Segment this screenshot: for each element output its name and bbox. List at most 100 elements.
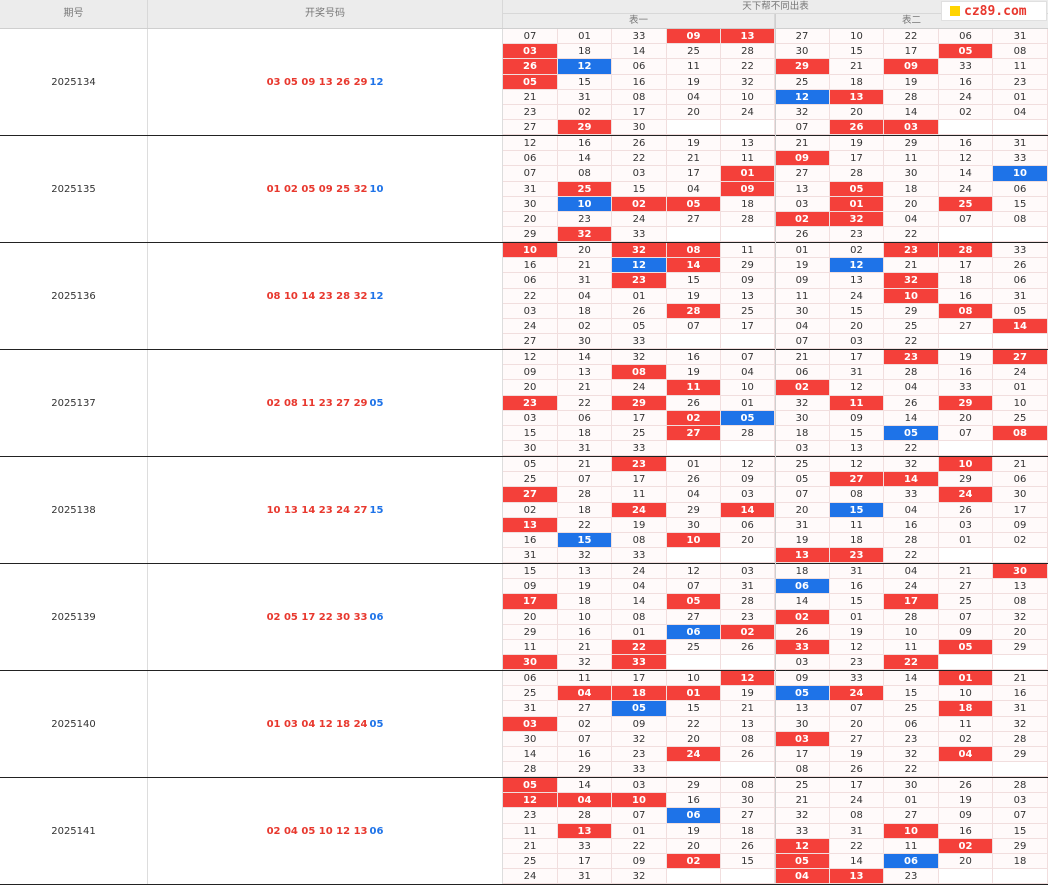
- period-number: 2025141: [0, 778, 148, 884]
- red-balls: 03 05 09 13 26 29: [266, 76, 368, 88]
- table1-cell: 05: [721, 410, 775, 426]
- table2-cell: 20: [939, 854, 993, 870]
- table2-cell: 06: [775, 365, 830, 381]
- table2-cell: 14: [884, 671, 939, 687]
- table2-cell: 06: [884, 716, 939, 732]
- table1-cell: 14: [612, 44, 667, 60]
- table1-cell: 30: [667, 517, 721, 533]
- table2-cell: 28: [884, 365, 939, 381]
- table1-cell: 04: [612, 579, 667, 595]
- table1-cell: 12: [503, 793, 558, 809]
- table1-cell: 14: [612, 594, 667, 610]
- table1-cell: 08: [612, 533, 667, 549]
- table1-cell: 20: [503, 212, 558, 228]
- table1-cell: 12: [503, 350, 558, 366]
- table2-cell: 14: [993, 319, 1048, 335]
- site-logo[interactable]: cz89.com: [941, 1, 1047, 21]
- table1-cell: 03: [503, 303, 558, 319]
- table2-cell: 10: [884, 823, 939, 839]
- table1-cell: 18: [558, 502, 612, 518]
- table2-cell: 30: [775, 44, 830, 60]
- table1-cell: 09: [721, 181, 775, 197]
- table1-cell: [667, 548, 721, 564]
- table2-cell: 17: [993, 502, 1048, 518]
- table1-cell: 22: [558, 395, 612, 411]
- table2-cell: 28: [884, 89, 939, 105]
- period-number: 2025138: [0, 457, 148, 563]
- table2-cell: 22: [884, 655, 939, 671]
- table1-cell: 31: [503, 548, 558, 564]
- table1-cell: 14: [558, 151, 612, 167]
- table2-cell: 15: [884, 686, 939, 702]
- table2-cell: 26: [939, 502, 993, 518]
- table1-cell: 04: [558, 793, 612, 809]
- table1-cell: 17: [721, 319, 775, 335]
- table2-cell: 32: [884, 747, 939, 763]
- table2-cell: 02: [993, 533, 1048, 549]
- table2-cell: 08: [993, 594, 1048, 610]
- table2-cell: 05: [775, 854, 830, 870]
- table1-cell: 06: [503, 671, 558, 687]
- table1-cell: 16: [558, 136, 612, 152]
- table1-cell: 32: [612, 869, 667, 885]
- table1-cell: 24: [612, 380, 667, 396]
- table-row: 2025139 02 05 17 22 30 33 06 15 13 24 12 03 09 19…: [0, 564, 1048, 671]
- table2-cell: 28: [993, 731, 1048, 747]
- table1-cell: 31: [721, 579, 775, 595]
- table1-cell: 27: [667, 426, 721, 442]
- table1-cell: 27: [503, 334, 558, 350]
- table1-cell: 20: [667, 838, 721, 854]
- table1-cell: 01: [612, 288, 667, 304]
- table1-cell: 02: [667, 410, 721, 426]
- table1-cell: 05: [612, 701, 667, 717]
- table1-cell: 22: [503, 288, 558, 304]
- table2-cell: 20: [830, 716, 884, 732]
- table1-cell: [721, 227, 775, 243]
- table2-cell: 08: [993, 44, 1048, 60]
- table2-cell: 02: [939, 838, 993, 854]
- table2-cell: 22: [884, 29, 939, 45]
- table2-cell: 18: [830, 74, 884, 90]
- table1-cell: 11: [612, 487, 667, 503]
- table2-cell: 10: [939, 686, 993, 702]
- blue-ball: 06: [369, 825, 384, 837]
- table2-cell: 12: [830, 380, 884, 396]
- table2-cell: 09: [939, 808, 993, 824]
- table1-cell: 25: [503, 686, 558, 702]
- winning-numbers: 08 10 14 23 28 32 12: [148, 243, 503, 349]
- table1-cell: 20: [721, 533, 775, 549]
- table1-cell: 19: [667, 288, 721, 304]
- table2-cell: [939, 334, 993, 350]
- table2-cell: 06: [993, 181, 1048, 197]
- table1-cell: 04: [721, 365, 775, 381]
- table2-cell: 07: [939, 426, 993, 442]
- table1-cell: 22: [667, 716, 721, 732]
- number-grid: 05 21 23 01 12 25 07 17 26 09 27 28 11 04 03 02 18 24 29 14…: [503, 457, 1048, 564]
- period-number: 2025134: [0, 29, 148, 135]
- table1-cell: 28: [667, 303, 721, 319]
- table1-cell: 32: [558, 655, 612, 671]
- table1-cell: 27: [503, 120, 558, 136]
- table2-cell: 25: [939, 594, 993, 610]
- table2-cell: 03: [939, 517, 993, 533]
- table2-cell: 19: [939, 350, 993, 366]
- table1-cell: 17: [667, 166, 721, 182]
- table2-cell: [993, 655, 1048, 671]
- table2-cell: 05: [775, 686, 830, 702]
- table1-cell: 07: [612, 808, 667, 824]
- table1-cell: [667, 762, 721, 778]
- table1-cell: 32: [558, 227, 612, 243]
- table1-cell: 24: [503, 869, 558, 885]
- table2-cell: 13: [830, 441, 884, 457]
- table1-cell: 24: [667, 747, 721, 763]
- table1-cell: 32: [612, 350, 667, 366]
- table2-cell: 33: [884, 487, 939, 503]
- table2-cell: 21: [830, 59, 884, 75]
- table2-cell: 15: [830, 502, 884, 518]
- table1-cell: 19: [721, 686, 775, 702]
- table1-cell: 13: [558, 564, 612, 580]
- table2-cell: 16: [939, 74, 993, 90]
- table2-cell: 30: [884, 166, 939, 182]
- table2-cell: 28: [830, 166, 884, 182]
- table1-cell: 11: [721, 243, 775, 259]
